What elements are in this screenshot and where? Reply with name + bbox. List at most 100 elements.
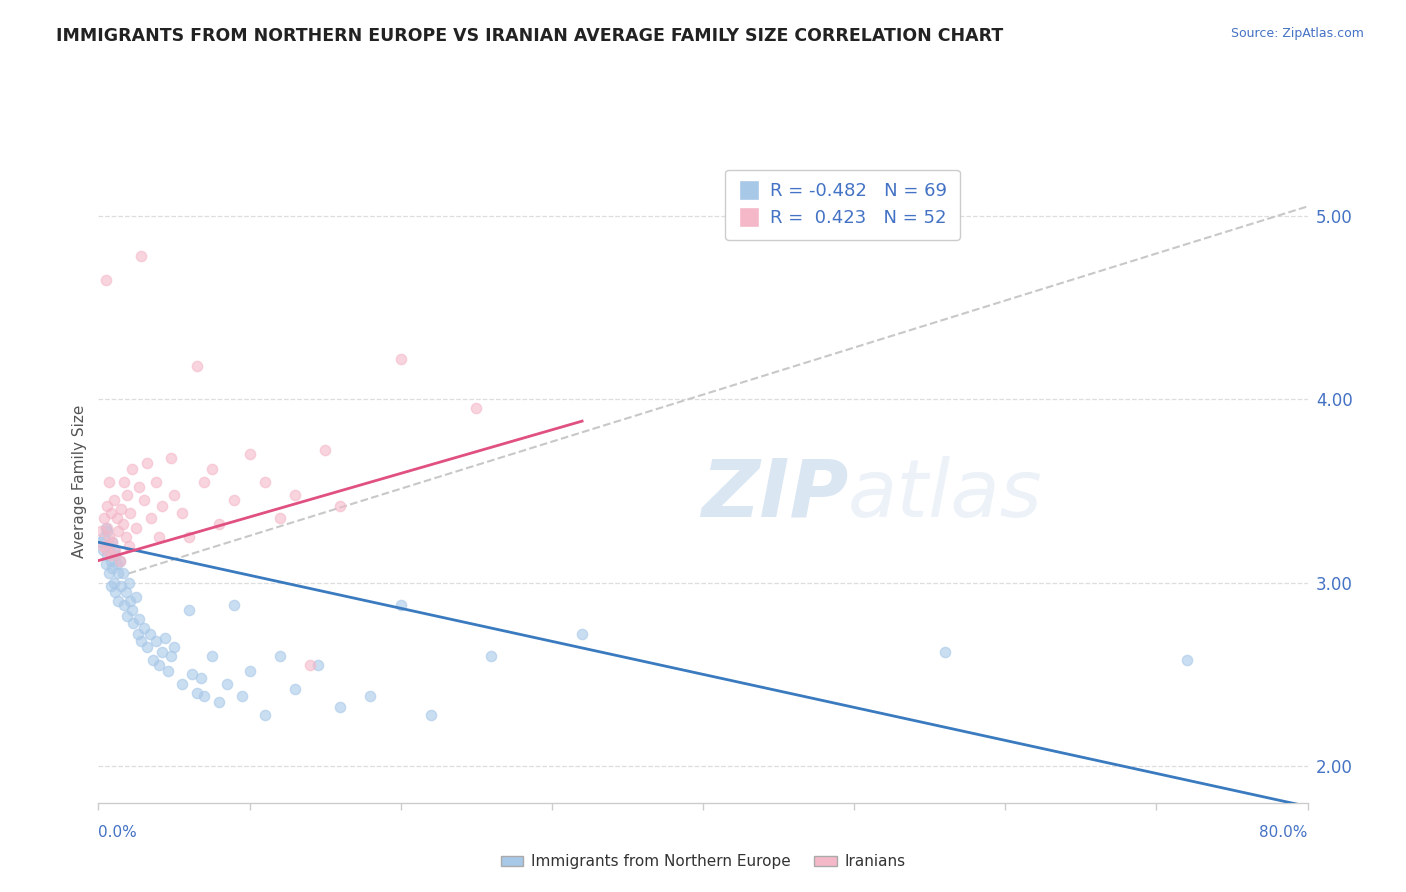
Point [142,653,165,667]
Point [110,579,132,593]
Point [132,622,155,636]
Legend: Immigrants from Northern Europe, Iranians: Immigrants from Northern Europe, Iranian… [495,848,911,875]
Point [128,480,150,494]
Point [150,645,173,659]
Point [163,640,186,654]
Point [148,658,170,673]
Point [141,511,163,525]
Point [100,548,122,562]
Point [299,658,322,673]
Point [1175,653,1198,667]
Point [135,456,157,470]
Point [96,548,118,562]
Point [269,511,291,525]
Point [94,542,117,557]
Point [193,690,215,704]
Point [284,681,307,696]
Point [145,475,167,489]
Point [170,676,193,690]
Point [120,506,142,520]
Point [389,351,412,366]
Point [125,591,148,605]
Point [186,359,208,373]
Point [170,506,193,520]
Point [190,671,212,685]
Point [231,690,253,704]
Point [160,648,183,663]
Point [163,487,186,501]
Point [112,475,135,489]
Point [307,658,329,673]
Point [465,401,488,416]
Point [253,475,276,489]
Legend: R = -0.482   N = 69, R =  0.423   N = 52: R = -0.482 N = 69, R = 0.423 N = 52 [725,169,960,240]
Point [105,558,128,572]
Point [120,594,142,608]
Point [103,575,125,590]
Point [179,603,201,617]
Point [135,640,157,654]
Point [153,631,176,645]
Point [253,707,276,722]
Point [107,524,129,539]
Text: IMMIGRANTS FROM NORTHERN EUROPE VS IRANIAN AVERAGE FAMILY SIZE CORRELATION CHART: IMMIGRANTS FROM NORTHERN EUROPE VS IRANI… [56,27,1004,45]
Text: ZIP: ZIP [700,456,848,533]
Point [118,539,141,553]
Point [98,530,121,544]
Point [125,520,148,534]
Point [104,584,127,599]
Point [100,553,122,567]
Point [329,499,352,513]
Point [96,499,118,513]
Point [314,443,336,458]
Point [114,530,136,544]
Point [115,487,138,501]
Point [145,634,167,648]
Point [108,553,131,567]
Point [112,598,135,612]
Point [93,511,115,525]
Point [107,594,129,608]
Point [284,487,307,501]
Point [389,598,412,612]
Point [128,612,150,626]
Point [107,566,129,581]
Point [94,520,117,534]
Point [115,608,138,623]
Point [224,493,246,508]
Point [101,561,124,575]
Point [100,579,122,593]
Point [239,447,262,461]
Text: 80.0%: 80.0% [1260,825,1308,840]
Point [111,516,134,531]
Point [150,499,173,513]
Point [208,516,231,531]
Point [186,686,208,700]
Point [122,615,145,630]
Text: atlas: atlas [848,456,1043,533]
Point [93,530,115,544]
Point [110,502,132,516]
Point [111,566,134,581]
Point [127,627,149,641]
Text: Source: ZipAtlas.com: Source: ZipAtlas.com [1230,27,1364,40]
Point [121,603,143,617]
Point [160,450,183,465]
Point [139,627,162,641]
Point [481,648,503,663]
Point [215,676,238,690]
Point [90,535,112,549]
Point [98,475,121,489]
Point [132,493,155,508]
Point [96,524,118,539]
Point [104,548,127,562]
Point [94,273,117,287]
Point [104,542,127,557]
Point [94,558,117,572]
Point [360,690,382,704]
Point [118,575,141,590]
Point [96,520,118,534]
Point [571,627,593,641]
Point [103,542,125,557]
Point [101,535,124,549]
